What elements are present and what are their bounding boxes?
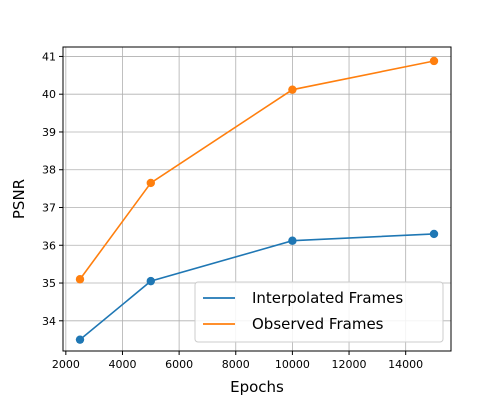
series-1: [75, 229, 439, 344]
series-layer: [75, 56, 439, 344]
legend-entry: Interpolated Frames: [252, 289, 403, 307]
series-line: [79, 233, 435, 341]
x-tick-label: 6000: [165, 358, 193, 371]
data-point: [146, 178, 155, 188]
x-axis-label: Epochs: [230, 378, 284, 396]
data-point: [75, 275, 85, 284]
plot-frame: [62, 46, 452, 352]
y-tick-label: 35: [42, 277, 56, 290]
x-tick-label: 2000: [52, 358, 80, 371]
x-tick-label: 10000: [275, 358, 310, 371]
data-point: [288, 236, 297, 245]
x-tick-label: 14000: [388, 358, 423, 371]
y-tick-label: 40: [42, 88, 56, 101]
y-tick-label: 34: [42, 315, 56, 328]
x-tick-label: 12000: [332, 358, 367, 371]
x-axis: 2000 4000 6000 8000 10000 12000 14000: [52, 351, 423, 371]
y-tick-label: 41: [42, 50, 56, 63]
x-tick-label: 8000: [222, 358, 250, 371]
data-point: [429, 56, 439, 66]
y-tick-label: 38: [42, 164, 56, 177]
series-line: [79, 60, 435, 280]
legend: Interpolated Frames Observed Frames: [194, 281, 444, 343]
data-point: [146, 276, 155, 286]
y-tick-label: 36: [42, 239, 56, 252]
legend-entry: Observed Frames: [252, 315, 384, 333]
y-axis: 34 35 36 37 38 39 40 41: [42, 50, 63, 328]
y-tick-label: 37: [42, 201, 56, 214]
data-point: [288, 85, 297, 94]
data-point: [429, 229, 439, 239]
legend-box: [194, 281, 444, 343]
grid: [63, 47, 451, 351]
series-2: [75, 56, 439, 284]
x-tick-label: 4000: [108, 358, 136, 371]
y-tick-label: 39: [42, 126, 56, 139]
y-axis-label: PSNR: [10, 179, 28, 219]
data-point: [75, 335, 85, 344]
